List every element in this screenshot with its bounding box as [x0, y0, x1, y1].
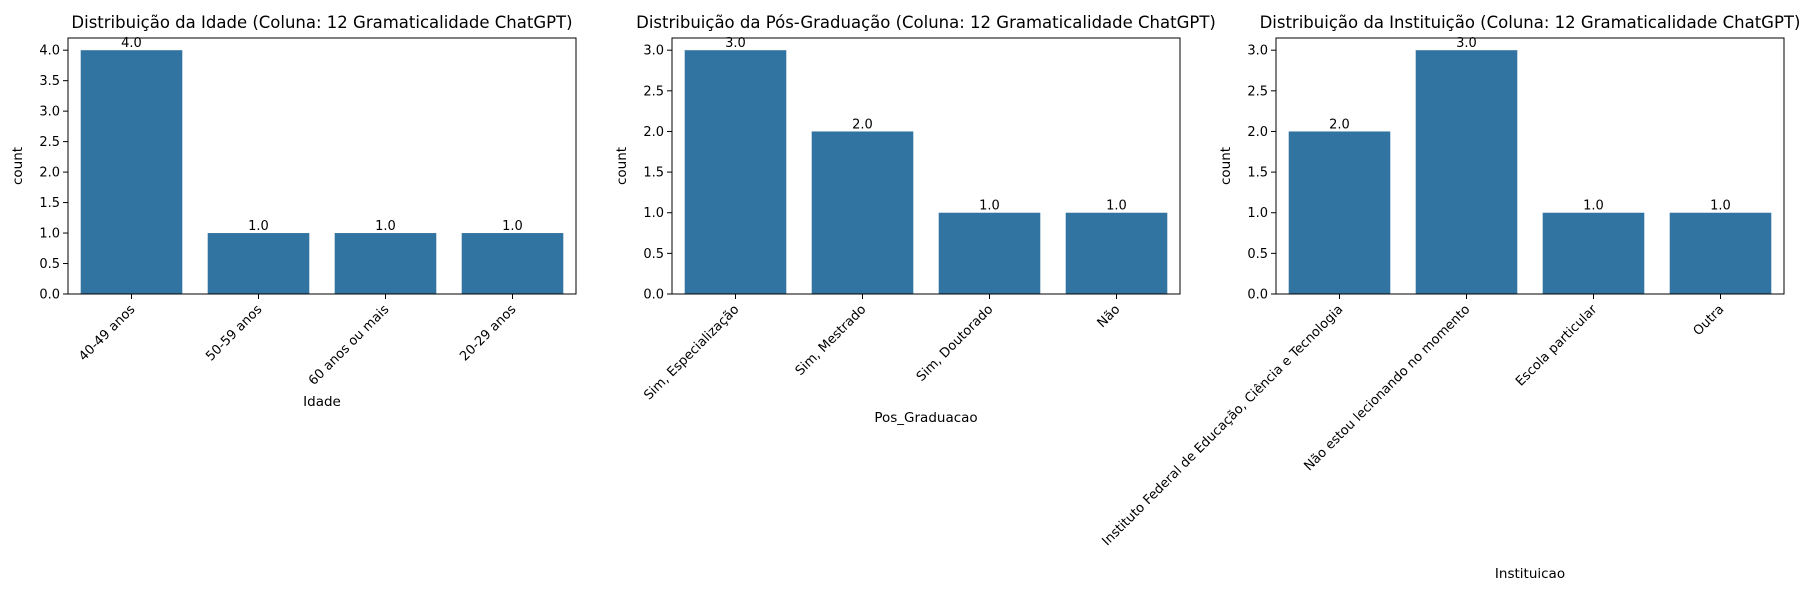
y-tick-label: 0.0 — [643, 288, 664, 303]
plot-frame — [671, 37, 1181, 295]
bar-1 — [684, 50, 787, 294]
x-tick-label: 60 anos ou mais — [306, 302, 392, 388]
y-tick-label: 1.5 — [643, 166, 664, 181]
bar-value-label: 1.0 — [1710, 199, 1731, 214]
bar-value-label: 1.0 — [1583, 199, 1604, 214]
bar-4 — [1065, 212, 1168, 294]
y-axis-label: count — [614, 147, 630, 185]
plot-frame — [1275, 37, 1785, 295]
plot-frame — [67, 37, 577, 295]
x-axis-label: Instituicao — [1495, 566, 1565, 582]
x-tick-label: Não — [1095, 302, 1124, 331]
bar-3 — [938, 212, 1041, 294]
chart-panel-3: 0.0 0.5 1.0 1.5 2.0 2.5 3.0 Instituto Federal d… — [1100, 13, 1800, 582]
x-tick-label: 20-29 anos — [457, 302, 519, 364]
bar-4 — [1669, 212, 1772, 294]
bar-1 — [80, 50, 183, 294]
bar-value-label: 4.0 — [121, 36, 142, 51]
chart-panel-1: 0.0 0.5 1.0 1.5 2.0 2.5 3.0 3.5 4.0 40-49 anos 50-… — [10, 13, 577, 410]
chart-title: Distribuição da Pós-Graduação (Coluna: 1… — [636, 13, 1216, 32]
bar-value-label: 1.0 — [375, 219, 396, 234]
y-tick-label: 1.5 — [1247, 166, 1268, 181]
bar-value-label: 3.0 — [1456, 36, 1477, 51]
y-tick-label: 2.0 — [39, 166, 60, 181]
y-tick-label: 2.5 — [39, 135, 60, 150]
bar-3 — [334, 233, 437, 294]
x-tick-label: 50-59 anos — [203, 302, 265, 364]
x-tick-label: Sim, Especialização — [641, 302, 742, 403]
x-tick-label: Instituto Federal de Educação, Ciência e… — [1100, 302, 1347, 549]
bar-value-label: 2.0 — [852, 117, 873, 132]
bar-value-label: 1.0 — [248, 219, 269, 234]
y-tick-label: 2.5 — [1247, 84, 1268, 99]
x-axis-label: Idade — [303, 394, 341, 410]
y-tick-label: 1.0 — [643, 206, 664, 221]
y-tick-label: 1.0 — [39, 227, 60, 242]
y-tick-label: 0.0 — [1247, 288, 1268, 303]
chart-title: Distribuição da Idade (Coluna: 12 Gramat… — [71, 13, 572, 32]
y-tick-label: 0.5 — [1247, 247, 1268, 262]
bar-value-label: 1.0 — [1106, 199, 1127, 214]
y-tick-label: 3.0 — [39, 105, 60, 120]
y-tick-label: 2.5 — [643, 84, 664, 99]
y-tick-label: 0.0 — [39, 288, 60, 303]
y-tick-label: 2.0 — [1247, 125, 1268, 140]
bar-2 — [1415, 50, 1518, 294]
x-tick-label: 40-49 anos — [76, 302, 138, 364]
bar-2 — [207, 233, 310, 294]
y-tick-label: 1.5 — [39, 196, 60, 211]
bar-4 — [461, 233, 564, 294]
bar-value-label: 1.0 — [502, 219, 523, 234]
bar-value-label: 1.0 — [979, 199, 1000, 214]
bar-1 — [1288, 131, 1391, 294]
x-tick-label: Escola particular — [1513, 302, 1601, 390]
y-tick-label: 3.5 — [39, 74, 60, 89]
y-tick-label: 3.0 — [643, 44, 664, 59]
bar-value-label: 2.0 — [1329, 117, 1350, 132]
y-tick-label: 4.0 — [39, 44, 60, 59]
y-tick-label: 1.0 — [1247, 206, 1268, 221]
y-axis-label: count — [10, 147, 26, 185]
chart-panel-2: 0.0 0.5 1.0 1.5 2.0 2.5 3.0 Sim, Especialização… — [614, 13, 1216, 426]
chart-title: Distribuição da Instituição (Coluna: 12 … — [1260, 13, 1800, 32]
bar-value-label: 3.0 — [725, 36, 746, 51]
y-axis-label: count — [1218, 147, 1234, 185]
x-tick-label: Sim, Doutorado — [914, 302, 996, 384]
bar-3 — [1542, 212, 1645, 294]
y-tick-label: 2.0 — [643, 125, 664, 140]
x-axis-label: Pos_Graduacao — [874, 410, 977, 426]
x-tick-label: Sim, Mestrado — [793, 302, 870, 379]
y-tick-label: 0.5 — [643, 247, 664, 262]
x-tick-label: Outra — [1691, 302, 1728, 339]
bar-2 — [811, 131, 914, 294]
y-tick-label: 0.5 — [39, 257, 60, 272]
y-tick-label: 3.0 — [1247, 44, 1268, 59]
